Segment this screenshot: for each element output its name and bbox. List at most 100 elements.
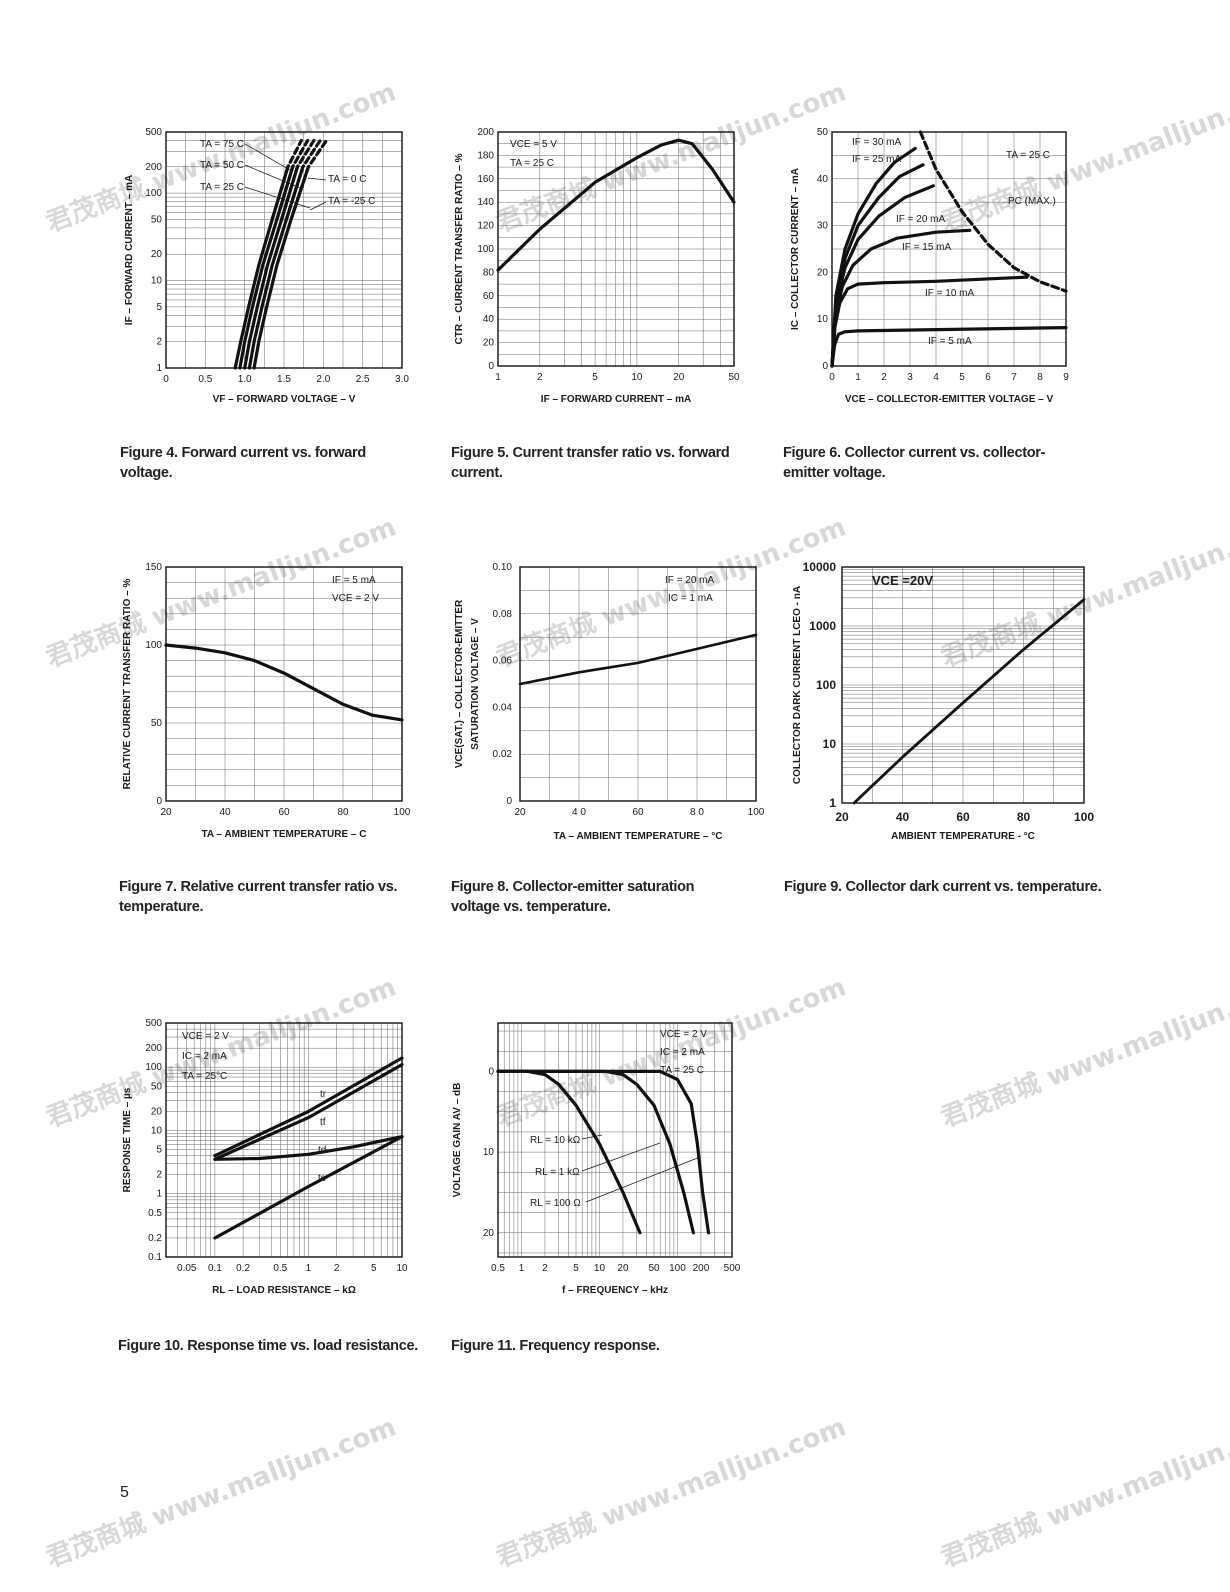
tick-label: 500 xyxy=(724,1263,741,1274)
tick-label: 0.5 xyxy=(198,374,212,385)
plot-frame xyxy=(497,131,735,367)
figure-10-chart: 0.05 0.1 0.2 0.5 1 2 5 10 0.1 0.2 0.5 1 2 5 10 20 50 100 2… xyxy=(110,1015,430,1315)
tick-label: 0.02 xyxy=(493,749,513,760)
legend-label: ts xyxy=(318,1173,326,1184)
y-axis-label: CTR – CURRENT TRANSFER RATIO – % xyxy=(454,153,465,344)
tick-label: 10 xyxy=(396,1263,408,1274)
response-curve-tf xyxy=(213,1062,404,1161)
legend-label: TA = 50 C xyxy=(200,160,244,171)
plot-frame xyxy=(831,131,1067,367)
tick-label: 60 xyxy=(956,810,970,824)
tick-label: 1.0 xyxy=(238,374,252,385)
tick-label: 0.2 xyxy=(148,1233,162,1244)
tick-label: 20 xyxy=(817,267,829,278)
tick-label: 10000 xyxy=(803,560,837,574)
tick-label: 20 xyxy=(151,1106,163,1117)
tick-label: 1 xyxy=(156,363,162,374)
tick-label: 200 xyxy=(145,162,162,173)
figure-4-chart: 0 0.5 1.0 1.5 2.0 2.5 3.0 1 2 5 10 20 50 100 200 500 VF … xyxy=(110,120,430,420)
tick-label: 0.5 xyxy=(273,1263,287,1274)
figure-10-caption: Figure 10. Response time vs. load resist… xyxy=(118,1338,418,1354)
tick-label: 2 xyxy=(334,1263,340,1274)
x-axis-label: RL – LOAD RESISTANCE – kΩ xyxy=(212,1285,356,1296)
tick-label: 150 xyxy=(145,562,162,573)
plot-frame xyxy=(497,1022,733,1258)
x-axis-label: VCE – COLLECTOR-EMITTER VOLTAGE – V xyxy=(845,394,1054,405)
fig9-svg: 20 40 60 80 100 1 10 100 1000 10000 AMBIENT TEMPER… xyxy=(792,560,1094,842)
figure-4-caption: Figure 4. Forward current vs. forward vo… xyxy=(120,445,366,481)
tick-label: 4 0 xyxy=(572,807,586,818)
legend-label: IF = 25 mA xyxy=(852,154,902,165)
figure-5-chart: 1 2 5 10 20 50 0 20 40 60 80 100 120 140 160 180 200 IF –… xyxy=(440,120,760,420)
tick-label: 0 xyxy=(488,1066,494,1077)
leader-line xyxy=(309,201,327,211)
legend-label: TA = 25°C xyxy=(182,1071,227,1082)
tick-label: 50 xyxy=(151,214,163,225)
dark-current-curve xyxy=(852,598,1086,805)
fig10-svg: 0.05 0.1 0.2 0.5 1 2 5 10 0.1 0.2 0.5 1 2 5 10 20 50 100 2… xyxy=(122,1018,408,1296)
tick-label: 10 xyxy=(817,314,829,325)
figure-8-chart: 20 4 0 60 8 0 100 0 0.02 0.04 0.06 0.08 0.10 TA – A… xyxy=(440,555,765,855)
tick-label: 0.2 xyxy=(236,1263,250,1274)
figure-9-caption: Figure 9. Collector dark current vs. tem… xyxy=(784,879,1102,895)
tick-label: 20 xyxy=(160,807,172,818)
tick-label: 100 xyxy=(669,1263,686,1274)
tick-label: 0.04 xyxy=(493,702,513,713)
tick-label: 0 xyxy=(822,361,828,372)
tick-label: 0.5 xyxy=(148,1208,162,1219)
tick-label: 8 xyxy=(1037,372,1043,383)
curve-dashed-4 xyxy=(289,138,329,222)
tick-label: 100 xyxy=(1074,810,1094,824)
legend-label: TA = 75 C xyxy=(200,139,244,150)
tick-label: 120 xyxy=(477,221,494,232)
tick-label: 8 0 xyxy=(690,807,704,818)
tick-label: 2.5 xyxy=(356,374,370,385)
tick-label: 100 xyxy=(477,244,494,255)
x-axis-label: TA – AMBIENT TEMPERATURE – C xyxy=(201,829,366,840)
legend-label: VCE = 2 V xyxy=(332,593,379,604)
tick-label: 0.1 xyxy=(208,1263,222,1274)
tick-label: 50 xyxy=(151,1081,163,1092)
tick-label: 1 xyxy=(829,796,836,810)
tick-label: 0 xyxy=(506,796,512,807)
y-axis-label: IF – FORWARD CURRENT – mA xyxy=(124,175,135,325)
tick-label: 5 xyxy=(156,1145,162,1156)
legend-label: TA = 25 C xyxy=(660,1065,704,1076)
legend-label: VCE =20V xyxy=(872,573,933,588)
figure-7-caption: Figure 7. Relative current transfer rati… xyxy=(119,879,398,915)
tick-label: 200 xyxy=(693,1263,710,1274)
tick-label: 0 xyxy=(488,361,494,372)
legend-label: RL = 1 kΩ xyxy=(535,1167,580,1178)
figure-9-chart: 20 40 60 80 100 1 10 100 1000 10000 AMBIENT TEMPER… xyxy=(780,555,1100,855)
fig5-svg: 1 2 5 10 20 50 0 20 40 60 80 100 120 140 160 180 200 IF –… xyxy=(454,127,740,405)
response-curve-td xyxy=(213,1134,404,1161)
leader-line xyxy=(244,143,291,171)
figure-6-caption: Figure 6. Collector current vs. collecto… xyxy=(783,445,1046,481)
y-axis-label: IC – COLLECTOR CURRENT – mA xyxy=(790,168,801,330)
tick-label: 10 xyxy=(594,1263,606,1274)
tick-label: 5 xyxy=(371,1263,377,1274)
leader-line xyxy=(244,164,301,189)
legend-label: VCE = 2 V xyxy=(660,1029,707,1040)
tick-label: 2 xyxy=(156,337,162,348)
legend-label: IF = 20 mA xyxy=(896,214,946,225)
watermark-text: 君茂商城 www.malljun.com xyxy=(492,1412,851,1574)
tick-label: 2.0 xyxy=(316,374,330,385)
tick-label: 4 xyxy=(933,372,939,383)
tick-label: 40 xyxy=(817,174,829,185)
legend-label: IF = 5 mA xyxy=(332,575,376,586)
tick-label: 0.5 xyxy=(491,1263,505,1274)
legend-label: VCE = 5 V xyxy=(510,139,557,150)
tick-label: 80 xyxy=(337,807,349,818)
tick-label: 1 xyxy=(156,1189,162,1200)
legend-label: tf xyxy=(320,1117,326,1128)
legend-label: IC = 2 mA xyxy=(182,1051,227,1062)
response-curve-ts xyxy=(213,1134,404,1240)
tick-label: 60 xyxy=(483,291,495,302)
plot-frame xyxy=(165,131,403,369)
y-axis-label: RELATIVE CURRENT TRANSFER RATIO – % xyxy=(122,579,133,790)
x-axis-label: TA – AMBIENT TEMPERATURE – °C xyxy=(553,831,722,842)
tick-label: 0 xyxy=(163,374,169,385)
tick-label: 2 xyxy=(881,372,887,383)
leader-line xyxy=(307,177,327,181)
